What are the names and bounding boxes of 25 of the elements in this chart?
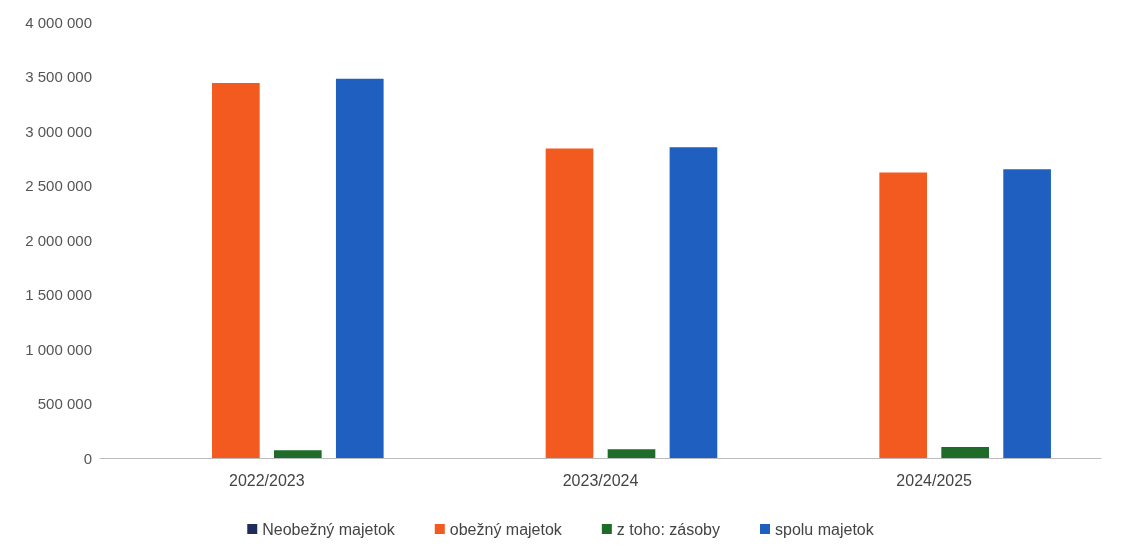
y-tick-label: 0 [83,449,92,467]
x-tick-label: 2022/2023 [229,471,305,489]
bar [669,147,718,458]
bar [273,450,322,458]
bar [212,83,260,458]
y-tick-label: 3 000 000 [25,122,92,140]
bar [879,172,928,458]
legend-label: spolu majetok [775,520,875,538]
y-tick-label: 1 500 000 [25,286,92,303]
x-tick-label: 2023/2024 [562,471,639,489]
bar [941,447,989,458]
legend-label: Neobežný majetok [262,520,396,538]
y-tick-label: 1 000 000 [25,340,92,358]
bar [335,78,384,458]
y-tick-label: 3 500 000 [25,68,92,85]
y-tick-label: 2 000 000 [25,231,92,249]
y-tick-label: 4 000 000 [25,13,92,31]
y-tick-label: 2 500 000 [25,177,92,194]
bar [545,148,594,458]
bar [1003,169,1051,458]
y-tick-label: 500 000 [37,395,92,412]
x-tick-label: 2024/2025 [896,471,973,489]
legend-label: z toho: zásoby [616,520,721,538]
legend-label: obežný majetok [449,520,563,538]
bar [607,449,656,458]
